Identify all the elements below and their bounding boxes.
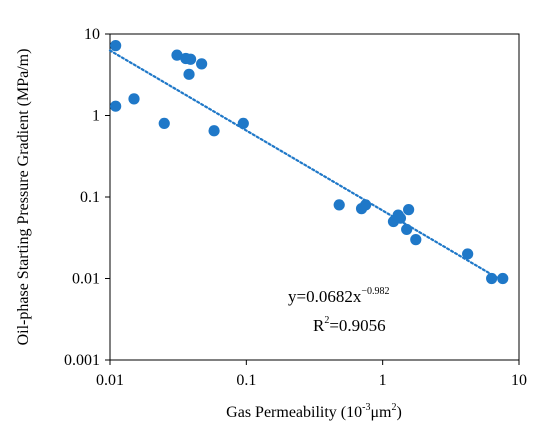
y-tick-label: 0.001 [64, 352, 100, 369]
x-tick-label: 10 [511, 372, 527, 389]
y-tick-label: 1 [92, 108, 100, 125]
data-point [208, 125, 220, 137]
tick-layer: 0.01 0.1 1 10 0.001 0.01 0.1 1 10 [64, 26, 527, 389]
data-point [171, 49, 183, 61]
data-point [158, 117, 170, 129]
x-tick-label: 1 [379, 372, 387, 389]
data-point [196, 58, 208, 70]
data-point [462, 248, 474, 260]
data-point [360, 199, 372, 211]
data-point [184, 53, 197, 65]
trend-equation: y=0.0682x−0.982 [288, 286, 389, 306]
data-point [333, 199, 345, 211]
power-trendline [108, 49, 504, 283]
y-axis-title: Oil-phase Starting Pressure Gradient (MP… [15, 49, 32, 346]
trendline-layer [108, 49, 504, 283]
data-point [183, 68, 195, 80]
data-point [394, 212, 407, 224]
data-point [410, 234, 422, 246]
y-tick-label: 0.1 [80, 189, 100, 206]
data-point [486, 272, 498, 285]
r-squared-label: R2=0.9056 [313, 315, 386, 335]
data-point [110, 100, 122, 112]
x-axis-title: Gas Permeability (10-3μm2) [226, 402, 402, 421]
x-tick-label: 0.01 [96, 372, 124, 389]
data-point [237, 117, 249, 129]
data-point [497, 272, 509, 285]
data-point [110, 40, 122, 52]
points-layer [110, 40, 509, 285]
y-tick-label: 10 [84, 26, 100, 43]
data-point [403, 204, 415, 216]
y-tick-label: 0.01 [72, 271, 100, 288]
data-point [128, 93, 140, 105]
plot-area-frame [109, 33, 520, 361]
data-point [401, 223, 413, 236]
x-tick-label: 0.1 [236, 372, 256, 389]
